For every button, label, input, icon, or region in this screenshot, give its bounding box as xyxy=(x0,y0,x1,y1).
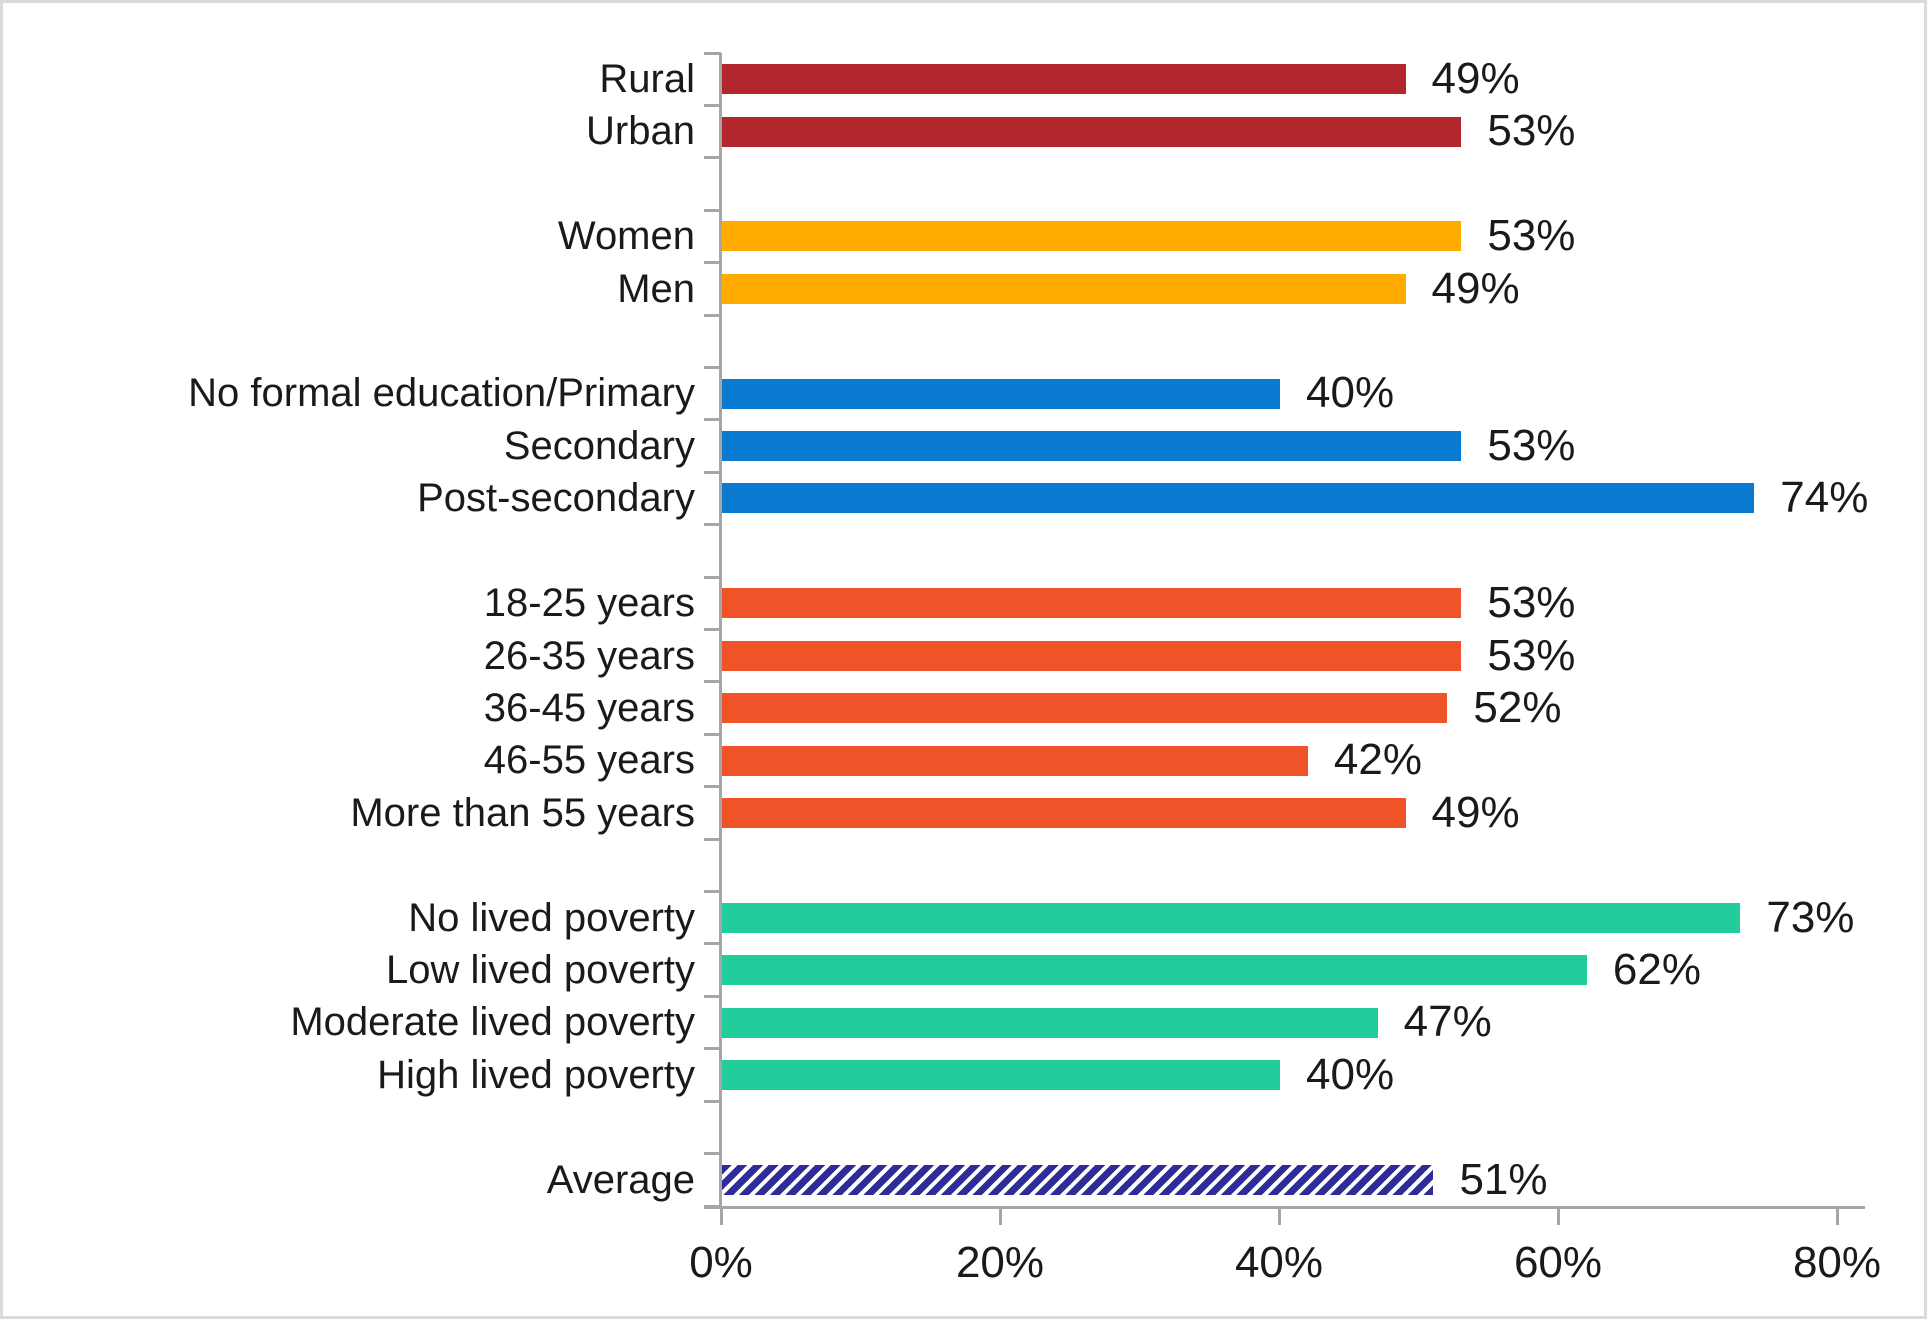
bar-gender-0 xyxy=(722,221,1462,252)
y-axis-tick xyxy=(704,261,721,265)
category-label: No lived poverty xyxy=(408,895,695,940)
category-label: High lived poverty xyxy=(377,1052,695,1097)
y-axis-tick xyxy=(704,837,721,841)
bar-age-3 xyxy=(722,745,1308,776)
category-label: Moderate lived poverty xyxy=(290,1000,695,1045)
y-axis-tick xyxy=(704,365,721,369)
y-axis-tick xyxy=(704,680,721,684)
x-axis-tick xyxy=(998,1209,1002,1226)
value-label: 53% xyxy=(1487,106,1576,156)
bar-gender-1 xyxy=(722,273,1406,304)
y-axis-tick xyxy=(704,313,721,317)
y-axis-tick xyxy=(704,103,721,107)
y-axis-line xyxy=(719,53,722,1210)
value-label: 53% xyxy=(1487,578,1576,628)
bar-age-1 xyxy=(722,640,1462,671)
value-label: 42% xyxy=(1333,735,1422,785)
bar-lived-poverty-2 xyxy=(722,1007,1378,1038)
y-axis-tick xyxy=(704,51,721,55)
y-axis-tick xyxy=(704,1204,721,1208)
y-axis-tick xyxy=(704,994,721,998)
bar-residence-1 xyxy=(722,116,1462,147)
value-label: 74% xyxy=(1780,473,1869,523)
x-axis-tick-label: 80% xyxy=(1792,1238,1882,1288)
category-label: Secondary xyxy=(503,423,695,468)
value-label: 53% xyxy=(1487,630,1576,680)
category-label: 36-45 years xyxy=(483,685,695,730)
bar-average-0 xyxy=(722,1164,1434,1195)
category-label: 18-25 years xyxy=(483,581,695,626)
category-label: No formal education/Primary xyxy=(188,371,695,416)
bar-education-2 xyxy=(722,483,1755,514)
bar-lived-poverty-3 xyxy=(722,1059,1280,1090)
value-label: 49% xyxy=(1431,787,1520,837)
category-label: 46-55 years xyxy=(483,738,695,783)
x-axis-tick-label: 20% xyxy=(955,1238,1045,1288)
x-axis-tick xyxy=(1277,1209,1281,1226)
bar-lived-poverty-1 xyxy=(722,955,1587,986)
bar-education-1 xyxy=(722,431,1462,462)
value-label: 51% xyxy=(1459,1154,1548,1204)
bar-lived-poverty-0 xyxy=(722,902,1741,933)
value-label: 62% xyxy=(1612,944,1701,994)
value-label: 52% xyxy=(1473,682,1562,732)
x-axis-tick-label: 60% xyxy=(1513,1238,1603,1288)
x-axis-tick xyxy=(719,1209,723,1226)
category-label: Post-secondary xyxy=(417,476,695,521)
y-axis-tick xyxy=(704,470,721,474)
y-axis-tick xyxy=(704,785,721,789)
bar-age-0 xyxy=(722,588,1462,619)
value-label: 40% xyxy=(1306,368,1395,418)
category-label: Rural xyxy=(599,57,695,101)
y-axis-tick xyxy=(704,523,721,527)
y-axis-tick xyxy=(704,890,721,894)
value-label: 53% xyxy=(1487,420,1576,470)
y-axis-tick xyxy=(704,1047,721,1051)
category-label: Low lived poverty xyxy=(385,947,695,992)
value-label: 53% xyxy=(1487,211,1576,261)
y-axis-tick xyxy=(704,942,721,946)
x-axis-tick-label: 40% xyxy=(1234,1238,1324,1288)
y-axis-tick xyxy=(704,575,721,579)
x-axis-tick-label: 0% xyxy=(689,1238,753,1288)
x-axis-tick xyxy=(1835,1209,1839,1226)
y-axis-tick xyxy=(704,156,721,160)
y-axis-tick xyxy=(704,1099,721,1103)
value-label: 73% xyxy=(1766,892,1855,942)
category-label: 26-35 years xyxy=(483,633,695,678)
x-axis-tick xyxy=(1556,1209,1560,1226)
y-axis-tick xyxy=(704,418,721,422)
category-label: Average xyxy=(546,1157,695,1202)
bar-residence-0 xyxy=(722,64,1406,95)
x-axis-line xyxy=(704,1206,1865,1210)
bar-education-0 xyxy=(722,378,1280,409)
y-axis-tick xyxy=(704,208,721,212)
value-label: 47% xyxy=(1403,997,1492,1047)
category-label: More than 55 years xyxy=(350,790,695,835)
value-label: 49% xyxy=(1431,54,1520,103)
bar-age-4 xyxy=(722,797,1406,828)
category-label: Men xyxy=(617,266,695,311)
y-axis-tick xyxy=(704,732,721,736)
category-label: Urban xyxy=(586,109,695,154)
value-label: 49% xyxy=(1431,263,1520,313)
category-label: Women xyxy=(557,214,695,259)
bar-age-2 xyxy=(722,693,1448,724)
value-label: 40% xyxy=(1306,1049,1395,1099)
y-axis-tick xyxy=(704,1152,721,1156)
y-axis-tick xyxy=(704,628,721,631)
